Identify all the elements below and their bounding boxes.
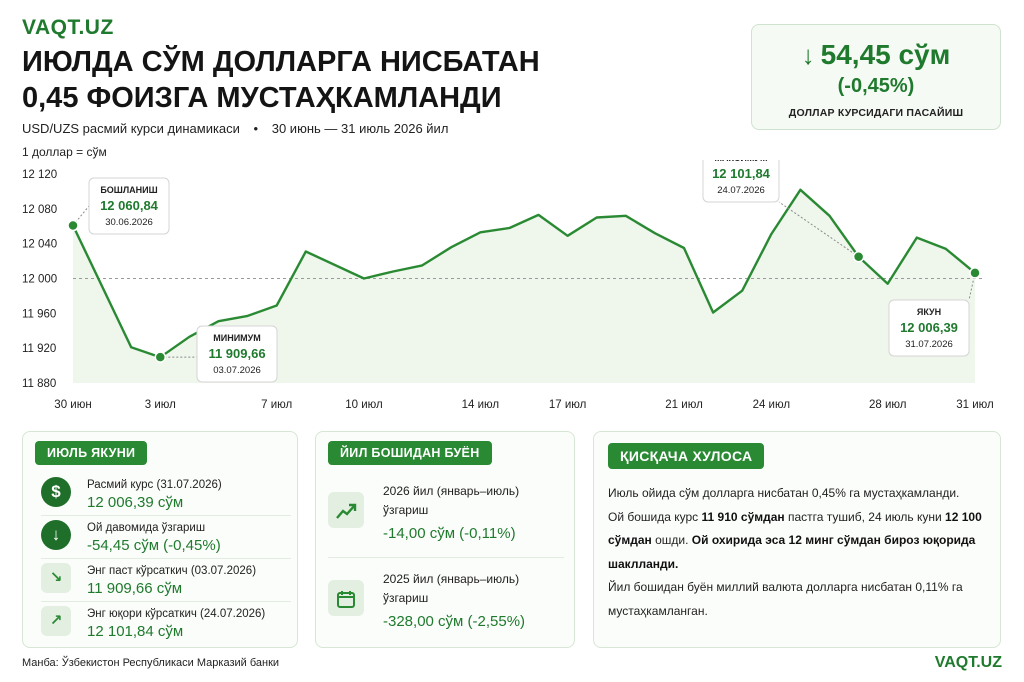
page-title: ИЮЛДА СЎМ ДОЛЛАРГА НИСБАТАН 0,45 ФОИЗГА … <box>22 44 662 116</box>
trend-down-icon: ↘ <box>41 563 71 593</box>
ytd-label-line: 2026 йил (январь–июль) <box>383 484 520 498</box>
y-tick-label: 12 000 <box>22 274 57 286</box>
ytd-2025-label: 2025 йил (январь–июль) ўзгариш <box>383 570 563 608</box>
divider <box>328 557 564 558</box>
annotation-label-end: ЯКУН <box>917 307 941 317</box>
title-line-1: ИЮЛДА СЎМ ДОЛЛАРГА НИСБАТАН <box>22 46 540 78</box>
july-summary-title: ИЮЛЬ ЯКУНИ <box>35 441 148 465</box>
divider <box>41 515 291 516</box>
x-tick-label: 28 июл <box>869 399 907 411</box>
annotation-label-max: МАКСИМУМ <box>715 160 768 163</box>
annotation-date-max: 24.07.2026 <box>717 185 765 196</box>
conclusion-p3: Йил бошидан буён миллий валюта долларга … <box>608 580 963 618</box>
conclusion-title: ҚИСҚАЧА ХУЛОСА <box>608 443 765 469</box>
brand-footer: VAQT.UZ <box>934 654 1002 671</box>
summary-label: Ой давомида ўзгариш <box>87 522 206 534</box>
y-tick-label: 11 960 <box>22 308 56 320</box>
ytd-card: ЙИЛ БОШИДАН БУЁН 2026 йил (январь–июль) … <box>315 431 575 648</box>
brand-logo: VAQT.UZ <box>22 16 114 39</box>
y-tick-label: 12 080 <box>22 204 57 216</box>
x-tick-label: 3 июл <box>145 399 176 411</box>
arrow-down-icon: ↓ <box>41 520 71 550</box>
trend-up-icon: ↗ <box>41 606 71 636</box>
kpi-percent: (-0,45%) <box>837 75 915 97</box>
calendar-icon <box>337 591 355 609</box>
subtitle: USD/UZS расмий курси динамикаси • 30 июн… <box>22 121 448 136</box>
y-tick-label: 12 120 <box>22 169 57 181</box>
ytd-title: ЙИЛ БОШИДАН БУЁН <box>328 441 492 465</box>
summary-value: -54,45 сўм (-0,45%) <box>87 537 221 554</box>
ytd-label-line: 2025 йил (январь–июль) <box>383 572 520 586</box>
line-chart: 12 120 12 080 12 040 12 000 11 960 11 920 11 8… <box>22 160 994 411</box>
summary-value: 12 101,84 сўм <box>87 623 184 640</box>
annotation-label-start: БОШЛАНИШ <box>100 185 157 195</box>
annotation-date-start: 30.06.2026 <box>105 217 153 228</box>
annotation-box-min <box>196 325 278 383</box>
annotation-box-max <box>702 160 780 203</box>
x-tick-label: 14 июл <box>462 399 500 411</box>
annotation-value-start: 12 060,84 <box>100 198 159 213</box>
x-tick-label: 21 июл <box>665 399 703 411</box>
annotation-date-min: 03.07.2026 <box>213 365 261 376</box>
annotation-leader-max <box>778 201 859 258</box>
summary-value: 11 909,66 сўм <box>87 580 183 597</box>
july-summary-card: ИЮЛЬ ЯКУНИ $ Расмий курс (31.07.2026) 12… <box>22 431 298 648</box>
subtitle-left: USD/UZS расмий курси динамикаси <box>22 121 240 136</box>
summary-label: Энг юқори кўрсаткич (24.07.2026) <box>87 608 266 620</box>
summary-value: 12 006,39 сўм <box>87 494 184 511</box>
chart-up-icon <box>328 492 364 528</box>
x-tick-label: 24 июл <box>753 399 791 411</box>
ytd-label-line: ўзгариш <box>383 503 429 517</box>
data-point-start <box>67 219 79 232</box>
conclusion-p2: Ой бошида курс 11 910 сўмдан пастга туши… <box>608 509 982 571</box>
x-tick-label: 17 июл <box>549 399 587 411</box>
unit-note: 1 доллар = сўм <box>22 145 107 159</box>
title-line-2: 0,45 ФОИЗГА МУСТАҲКАМЛАНДИ <box>22 82 502 114</box>
ytd-2026-value: -14,00 сўм (-0,11%) <box>383 525 516 542</box>
series-line <box>71 188 976 359</box>
ytd-2025-value: -328,00 сўм (-2,55%) <box>383 613 526 630</box>
kpi-label: ДОЛЛАР КУРСИДАГИ ПАСАЙИШ <box>788 107 964 119</box>
kpi-value: 54,45 сўм <box>820 39 951 70</box>
data-point-min <box>154 351 167 363</box>
data-point-max <box>852 250 865 263</box>
divider <box>41 558 291 559</box>
y-tick-label: 12 040 <box>22 239 57 251</box>
x-tick-label: 7 июл <box>261 399 292 411</box>
annotation-date-end: 31.07.2026 <box>905 339 953 350</box>
conclusion-p1: Июль ойида сўм долларга нисбатан 0,45% г… <box>608 486 960 500</box>
x-tick-label: 10 июл <box>345 399 383 411</box>
y-tick-label: 11 920 <box>22 343 56 355</box>
kpi-card: ↓ 54,45 сўм (-0,45%) ДОЛЛАР КУРСИДАГИ ПАС… <box>751 24 1001 130</box>
calendar-icon <box>328 580 364 616</box>
ytd-2026-label: 2026 йил (январь–июль) ўзгариш <box>383 482 563 520</box>
conclusion-text: Июль ойида сўм долларга нисбатан 0,45% г… <box>608 482 994 623</box>
divider <box>41 601 291 602</box>
annotation-box-start <box>88 177 170 235</box>
conclusion-card: ҚИСҚАЧА ХУЛОСА Июль ойида сўм долларга н… <box>593 431 1001 648</box>
annotation-value-min: 11 909,66 <box>208 346 265 361</box>
dollar-icon: $ <box>41 477 71 507</box>
arrow-down-icon: ↓ <box>801 40 815 70</box>
area-fill <box>73 189 975 383</box>
summary-label: Расмий курс (31.07.2026) <box>87 479 222 491</box>
kpi-value-row: ↓ 54,45 сўм <box>752 39 1000 71</box>
chart-up-icon <box>336 504 357 520</box>
subtitle-separator: • <box>253 121 259 136</box>
source-note: Манба: Ўзбекистон Республикаси Марказий … <box>22 657 280 669</box>
annotation-box-end <box>888 299 970 357</box>
annotation-value-end: 12 006,39 <box>900 320 958 335</box>
summary-label: Энг паст кўрсаткич (03.07.2026) <box>87 565 257 577</box>
data-point-end <box>969 267 981 279</box>
annotation-label-min: МИНИМУМ <box>213 333 261 343</box>
x-tick-label: 30 июн <box>54 399 91 411</box>
y-tick-label: 11 880 <box>22 378 56 390</box>
subtitle-period: 30 июнь — 31 июль 2026 йил <box>271 121 449 136</box>
x-tick-label: 31 июл <box>956 399 994 411</box>
ytd-label-line: ўзгариш <box>383 591 429 605</box>
annotation-value-max: 12 101,84 <box>712 166 771 181</box>
